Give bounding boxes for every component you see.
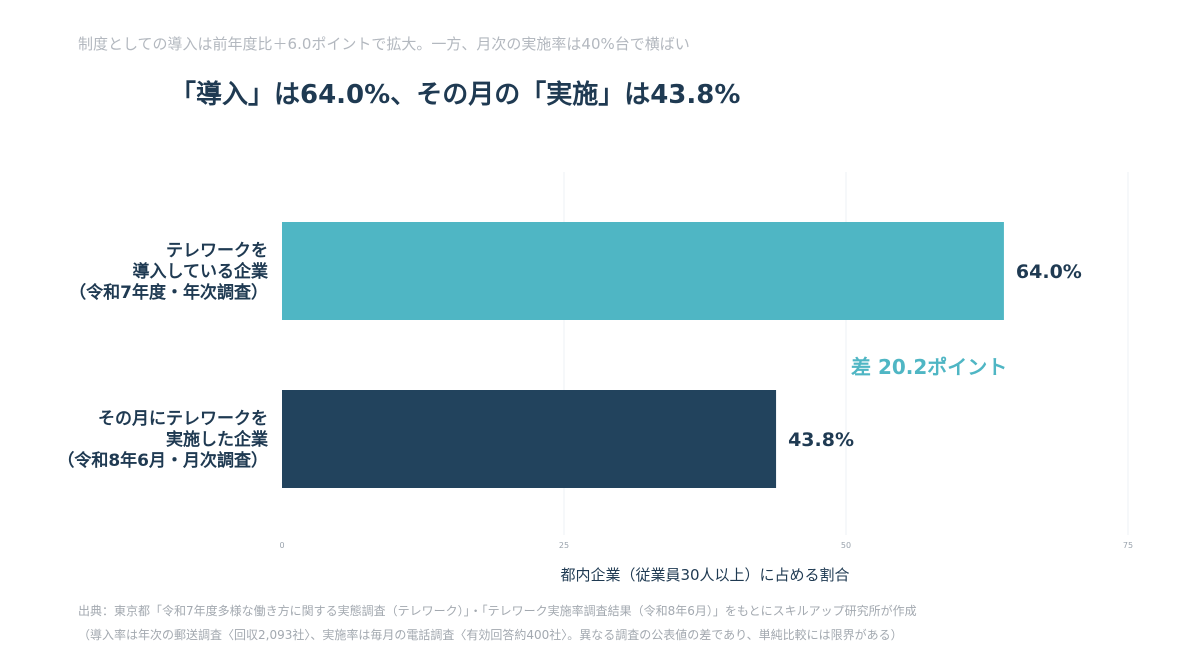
x-tick-label: 75 <box>1123 541 1133 550</box>
x-tick-label: 0 <box>279 541 284 550</box>
x-tick-label: 50 <box>841 541 851 550</box>
category-label: 実施した企業 <box>166 429 268 450</box>
category-label: 導入している企業 <box>133 261 269 282</box>
category-label: （令和7年度・年次調査） <box>69 282 268 303</box>
difference-annotation: 差 20.2ポイント <box>851 355 1007 379</box>
chart-subtitle: 制度としての導入は前年度比＋6.0ポイントで拡大。一方、月次の実施率は40%台で… <box>78 35 690 53</box>
data-label: 43.8% <box>788 429 854 451</box>
category-label: （令和8年6月・月次調査） <box>57 450 268 471</box>
data-label: 64.0% <box>1016 261 1082 283</box>
bar <box>282 390 777 488</box>
category-label: その月にテレワークを <box>98 409 268 429</box>
bar <box>282 222 1004 320</box>
x-axis-label: 都内企業（従業員30人以上）に占める割合 <box>560 566 849 584</box>
chart-title: 「導入」は64.0%、その月の「実施」は43.8% <box>170 80 741 110</box>
x-tick-label: 25 <box>559 541 569 550</box>
source-note-line-2: （導入率は年次の郵送調査〈回収2,093社〉、実施率は毎月の電話調査〈有効回答約… <box>78 628 903 642</box>
category-label: テレワークを <box>166 241 268 261</box>
source-note-line-1: 出典：東京都「令和7年度多様な働き方に関する実態調査（テレワーク）」・「テレワー… <box>78 604 917 618</box>
